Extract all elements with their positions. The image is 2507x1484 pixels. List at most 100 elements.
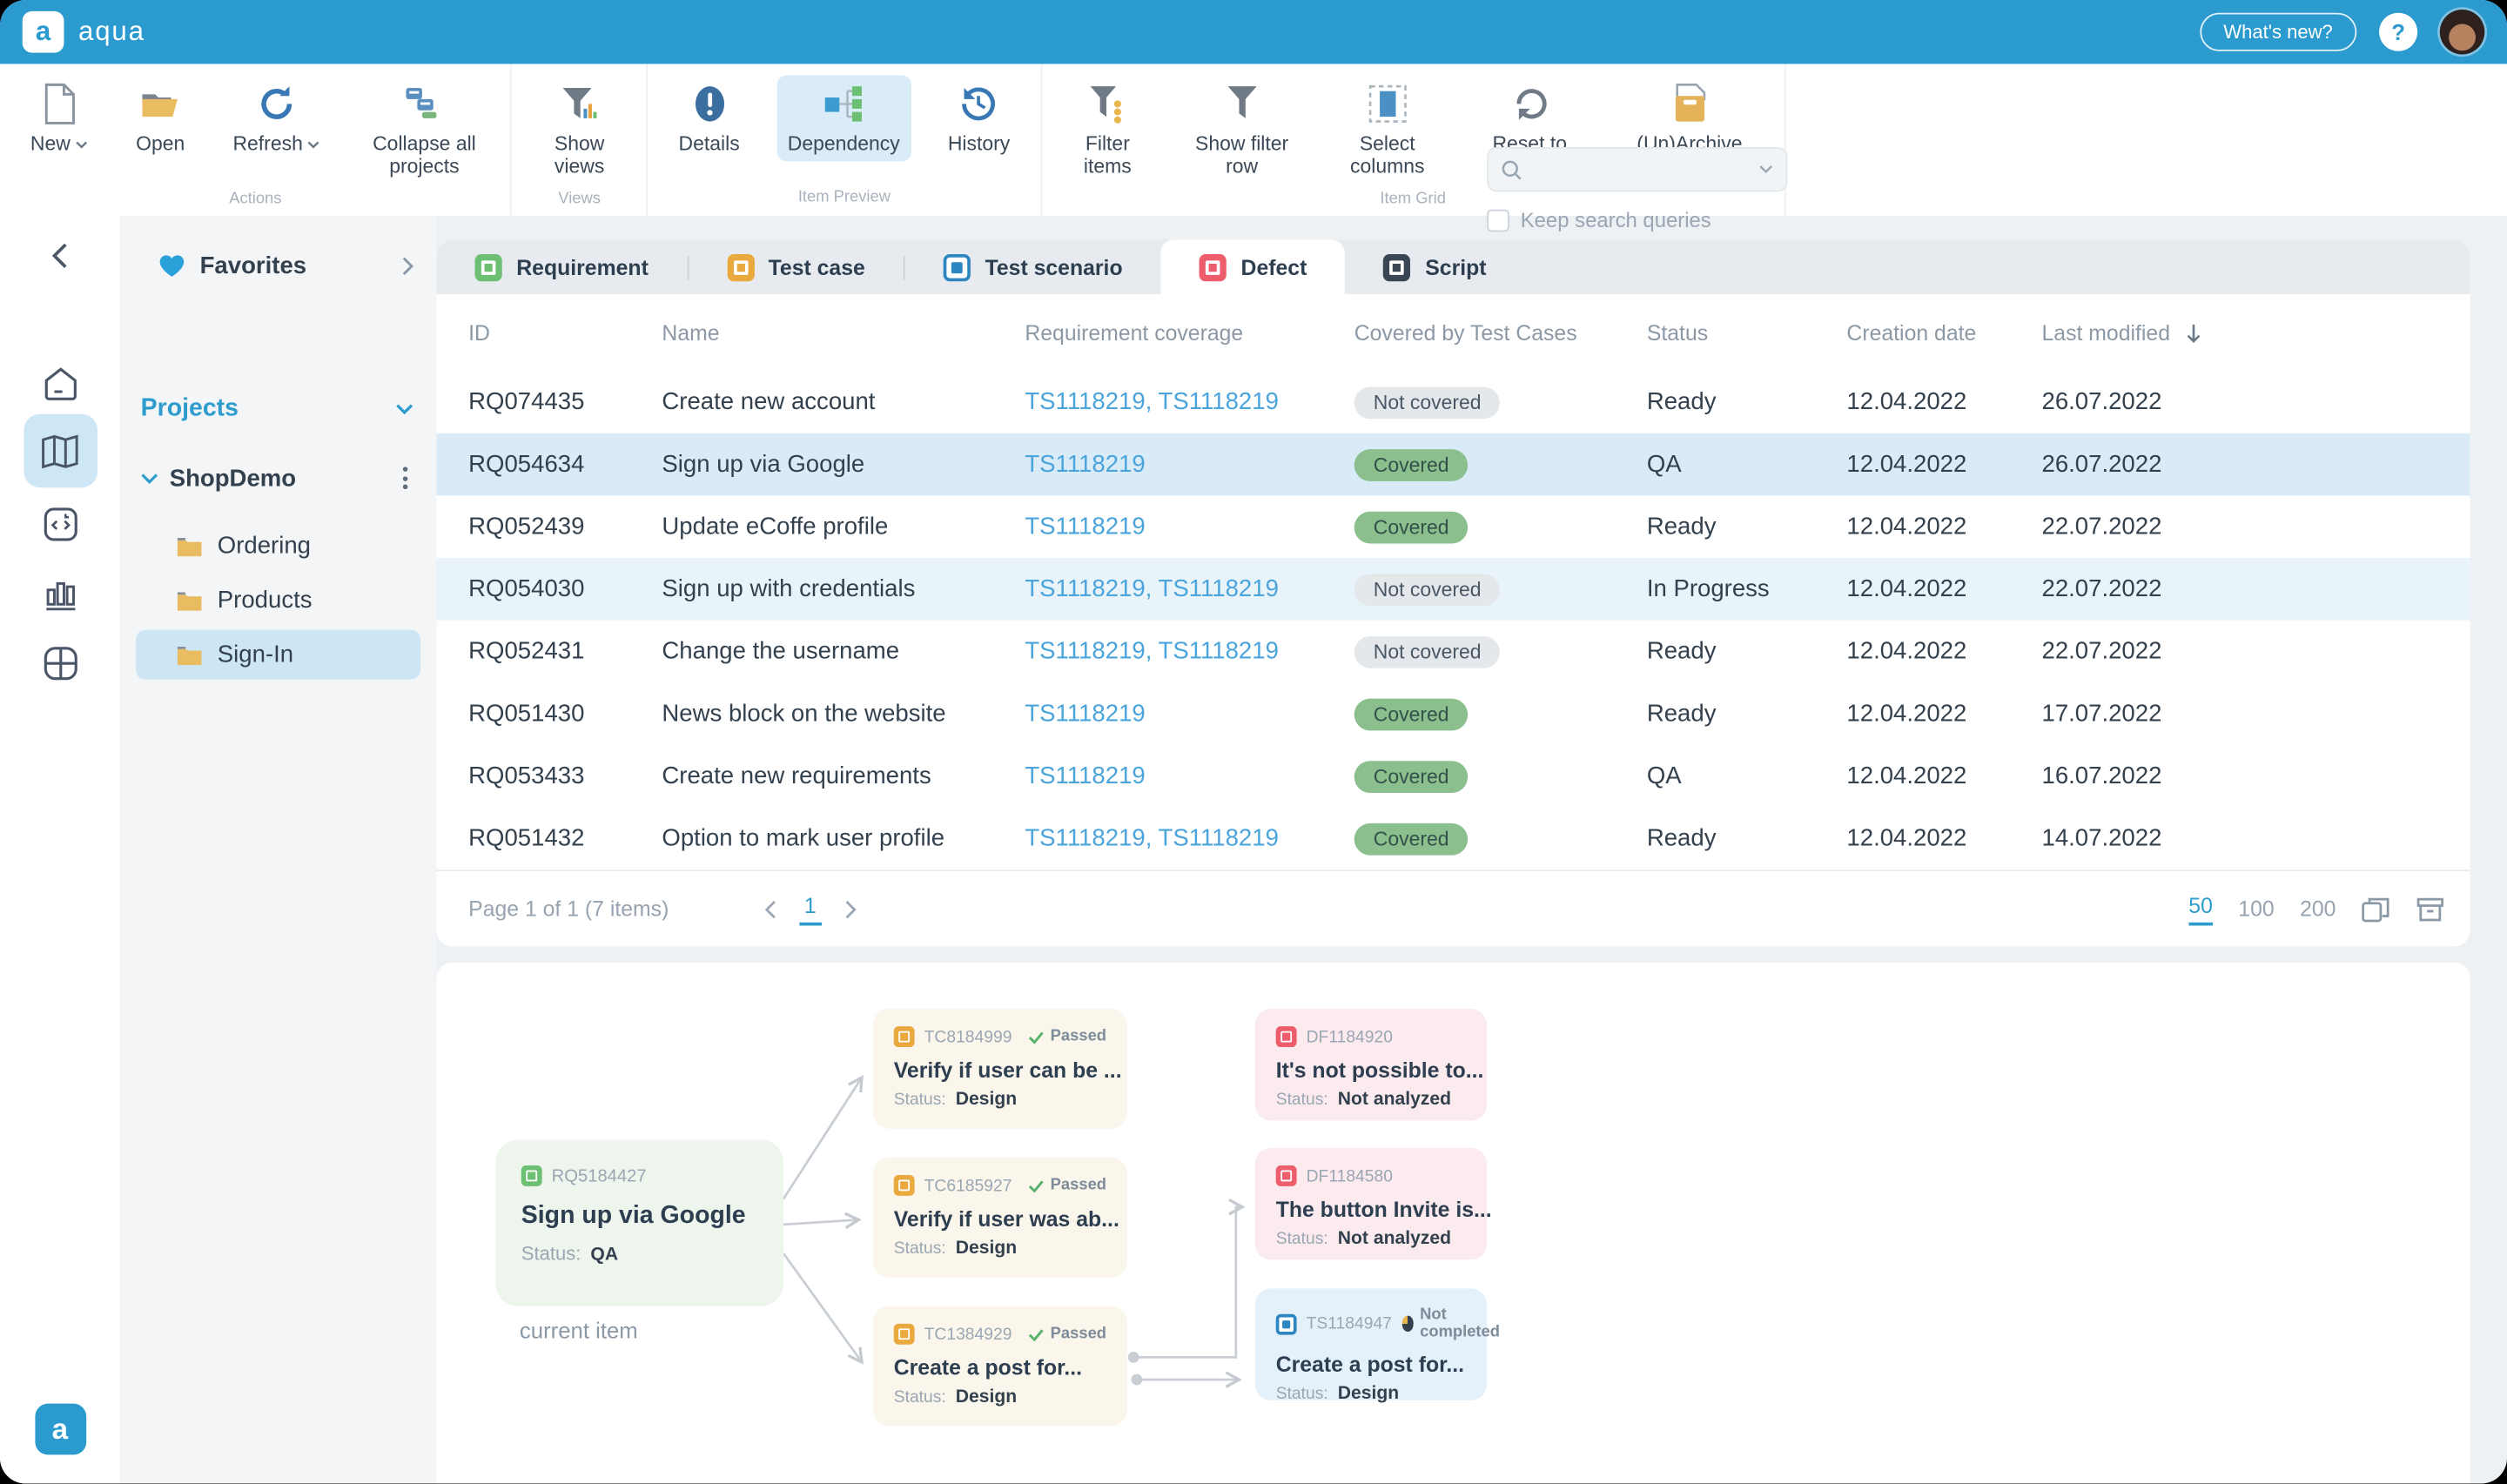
- table-row[interactable]: RQ052431 Change the username TS1118219, …: [436, 621, 2470, 683]
- status-label: Status:: [893, 1239, 946, 1259]
- details-button[interactable]: Details: [668, 75, 751, 161]
- graph-node-test-case[interactable]: TC8184999 Passed Verify if user can be .…: [872, 1008, 1127, 1129]
- chevron-right-icon[interactable]: [401, 256, 414, 277]
- filter-items-button[interactable]: Filter items: [1061, 75, 1154, 184]
- tree-item-sign-in[interactable]: Sign-In: [136, 629, 421, 680]
- chevron-down-icon[interactable]: [141, 473, 158, 484]
- cell-coverage-link[interactable]: TS1118219: [1025, 700, 1146, 728]
- keep-search-checkbox[interactable]: [1487, 208, 1509, 232]
- help-button[interactable]: ?: [2379, 12, 2418, 51]
- show-views-icon: [559, 82, 601, 125]
- col-header-id[interactable]: ID: [468, 320, 490, 345]
- open-button[interactable]: Open: [124, 75, 196, 161]
- chevron-down-icon[interactable]: [1758, 165, 1773, 174]
- table-row[interactable]: RQ052439 Update eCoffe profile TS1118219…: [436, 495, 2470, 558]
- tree-item-products[interactable]: Products: [136, 575, 420, 625]
- rail-item-home[interactable]: [24, 347, 97, 420]
- projects-header[interactable]: Projects: [141, 395, 414, 424]
- graph-node-defect[interactable]: DF1184920 It's not possible to... Status…: [1254, 1008, 1488, 1121]
- map-icon: [42, 433, 78, 468]
- copy-icon[interactable]: [2362, 896, 2390, 922]
- dependency-icon: [822, 82, 866, 125]
- cell-id: RQ051432: [468, 824, 585, 852]
- search-input[interactable]: [1531, 156, 1750, 184]
- node-id: TS1184947: [1306, 1313, 1392, 1333]
- archive-icon[interactable]: [2416, 896, 2444, 921]
- tree-item-shopdemo[interactable]: ShopDemo: [141, 464, 418, 493]
- user-avatar[interactable]: [2439, 10, 2485, 55]
- covered-badge: Covered: [1354, 448, 1469, 480]
- graph-node-test-scenario[interactable]: TS1184947 Not completed Create a post fo…: [1254, 1288, 1500, 1404]
- cell-coverage-link[interactable]: TS1118219: [1025, 762, 1146, 790]
- aqua-logo-icon: a: [22, 10, 64, 53]
- tab-test-case[interactable]: Test case: [689, 240, 904, 294]
- graph-node-test-case[interactable]: TC1384929 Passed Create a post for... St…: [872, 1306, 1127, 1427]
- table-row[interactable]: RQ054030 Sign up with credentials TS1118…: [436, 558, 2470, 621]
- table-row[interactable]: RQ051430 News block on the website TS111…: [436, 682, 2470, 745]
- graph-node-defect[interactable]: DF1184580 The button Invite is... Status…: [1254, 1147, 1492, 1260]
- table-row[interactable]: RQ074435 Create new account TS1118219, T…: [436, 371, 2470, 433]
- keep-search-queries[interactable]: Keep search queries: [1487, 208, 1787, 232]
- rail-item-reports[interactable]: [24, 556, 97, 629]
- table-row[interactable]: RQ051432 Option to mark user profile TS1…: [436, 808, 2470, 870]
- chevron-down-icon[interactable]: [395, 403, 414, 416]
- cell-id: RQ051430: [468, 700, 585, 728]
- col-header-created[interactable]: Creation date: [1846, 320, 1977, 345]
- status-label: Status:: [1275, 1090, 1328, 1110]
- tree-item-ordering[interactable]: Ordering: [136, 521, 420, 571]
- whats-new-button[interactable]: What's new?: [2199, 12, 2357, 51]
- graph-node-requirement[interactable]: RQ5184427 Sign up via Google Status: QA: [495, 1139, 783, 1306]
- project-menu-button[interactable]: [393, 464, 418, 493]
- dependency-button[interactable]: Dependency: [776, 75, 911, 162]
- cell-coverage-link[interactable]: TS1118219, TS1118219: [1025, 388, 1279, 416]
- passed-badge: Passed: [1050, 1028, 1107, 1046]
- cell-created: 12.04.2022: [1846, 637, 1967, 666]
- tab-requirement[interactable]: Requirement: [436, 240, 687, 294]
- col-header-name[interactable]: Name: [662, 320, 720, 345]
- prev-page-icon[interactable]: [764, 899, 777, 918]
- rail-item-dashboards[interactable]: [24, 627, 97, 700]
- cell-coverage-link[interactable]: TS1118219, TS1118219: [1025, 824, 1279, 852]
- cell-modified: 26.07.2022: [2041, 450, 2162, 479]
- collapse-all-projects-button[interactable]: Collapse all projects: [357, 75, 491, 184]
- passed-badge: Passed: [1050, 1176, 1107, 1195]
- show-views-button[interactable]: Show views: [532, 75, 628, 184]
- graph-node-test-case[interactable]: TC6185927 Passed Verify if user was ab..…: [872, 1157, 1127, 1278]
- rail-item-projects[interactable]: [23, 413, 97, 488]
- refresh-button[interactable]: Refresh: [222, 75, 332, 161]
- tab-script[interactable]: Script: [1345, 240, 1524, 294]
- cell-coverage-link[interactable]: TS1118219, TS1118219: [1025, 637, 1279, 666]
- col-header-covered[interactable]: Covered by Test Cases: [1354, 320, 1577, 345]
- pagination-bar: Page 1 of 1 (7 items) 1 50 100 200: [436, 870, 2470, 946]
- details-label: Details: [678, 132, 740, 156]
- favorites-header[interactable]: Favorites: [158, 252, 414, 279]
- cell-coverage-link[interactable]: TS1118219, TS1118219: [1025, 575, 1279, 603]
- defect-icon: [1199, 253, 1227, 281]
- rail-item-automation[interactable]: [24, 487, 97, 561]
- page-size-100[interactable]: 100: [2238, 896, 2275, 921]
- history-button[interactable]: History: [937, 75, 1021, 161]
- page-number[interactable]: 1: [799, 893, 822, 925]
- select-columns-button[interactable]: Select columns: [1330, 75, 1445, 184]
- page-size-50[interactable]: 50: [2188, 893, 2213, 925]
- cell-coverage-link[interactable]: TS1118219: [1025, 513, 1146, 541]
- open-folder-icon: [139, 82, 181, 125]
- next-page-icon[interactable]: [844, 899, 857, 918]
- page-size-200[interactable]: 200: [2300, 896, 2336, 921]
- cell-coverage-link[interactable]: TS1118219: [1025, 450, 1146, 479]
- search-box[interactable]: [1487, 146, 1788, 192]
- tab-test-scenario[interactable]: Test scenario: [905, 240, 1161, 294]
- col-header-modified[interactable]: Last modified: [2042, 320, 2470, 345]
- table-row[interactable]: RQ053433 Create new requirements TS11182…: [436, 745, 2470, 808]
- tab-label: Script: [1425, 254, 1487, 279]
- show-filter-row-button[interactable]: Show filter row: [1180, 75, 1304, 184]
- table-row-selected[interactable]: RQ054634 Sign up via Google TS1118219 Co…: [436, 433, 2470, 496]
- node-id: DF1184580: [1306, 1165, 1393, 1185]
- col-header-coverage[interactable]: Requirement coverage: [1025, 320, 1244, 345]
- top-bar: a aqua What's new? ?: [0, 0, 2507, 64]
- status-label: Status:: [1275, 1384, 1328, 1404]
- tab-defect[interactable]: Defect: [1160, 239, 1346, 294]
- collapse-sidebar-button[interactable]: [24, 229, 97, 283]
- new-button[interactable]: New: [19, 75, 99, 161]
- col-header-status[interactable]: Status: [1646, 320, 1709, 345]
